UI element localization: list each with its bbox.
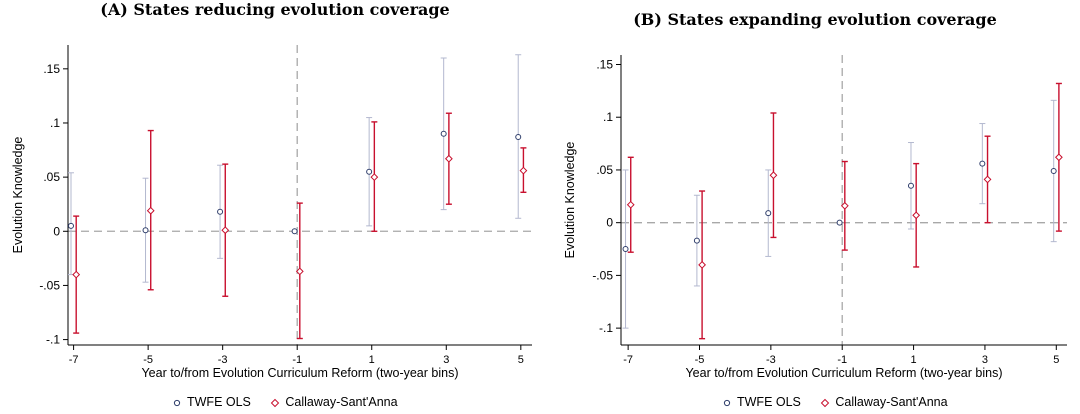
y-tick-label: 0 (53, 224, 60, 238)
point-marker (983, 175, 992, 184)
diamond-marker-icon (271, 398, 280, 407)
x-tick-label: -7 (623, 354, 633, 366)
y-tick-label: -.05 (39, 278, 60, 292)
circle-marker-icon (723, 399, 731, 406)
y-tick-label: 0 (606, 216, 613, 230)
x-tick-label: 1 (911, 354, 917, 366)
legend-label: Callaway-Sant'Anna (835, 395, 948, 409)
x-tick-label: 1 (369, 354, 375, 366)
y-tick-label: -.1 (46, 333, 60, 347)
point-marker (519, 166, 528, 175)
x-tick-label: -5 (695, 354, 705, 366)
point-marker (515, 134, 522, 141)
point-marker (765, 210, 772, 217)
point-marker (698, 260, 707, 269)
panel-title: (B) States expanding evolution coverage (633, 10, 997, 29)
x-tick-label: 3 (982, 354, 988, 366)
series-twfe (67, 54, 522, 283)
point-marker (840, 201, 849, 210)
y-tick-label: .1 (603, 110, 613, 124)
x-tick-label: -3 (218, 354, 228, 366)
y-tick-label: .15 (596, 57, 613, 71)
point-marker (836, 219, 843, 226)
x-tick-label: -1 (292, 354, 302, 366)
x-tick-label: 3 (443, 354, 449, 366)
point-marker (979, 160, 986, 167)
x-tick-label: 5 (1053, 354, 1059, 366)
diamond-marker-icon (821, 398, 830, 407)
point-marker (440, 130, 447, 137)
y-axis-label: Evolution Knowledge (563, 142, 577, 259)
point-marker (907, 182, 914, 189)
legend-item-twfe: TWFE OLS (172, 395, 251, 409)
y-tick-label: .05 (596, 163, 613, 177)
x-axis-label: Year to/from Evolution Curriculum Reform… (141, 366, 458, 380)
y-tick-label: .15 (43, 62, 60, 76)
circle-marker-icon (173, 399, 181, 406)
y-tick-label: .1 (50, 116, 60, 130)
panel-b: (B) States expanding evolution coverage … (550, 0, 1080, 414)
x-tick-label: -1 (837, 354, 847, 366)
x-tick-label: -7 (69, 354, 79, 366)
legend-label: Callaway-Sant'Anna (285, 395, 398, 409)
point-marker (221, 226, 230, 235)
point-marker (72, 270, 81, 279)
point-marker (370, 173, 379, 182)
point-marker (142, 227, 149, 234)
y-tick-label: -.05 (592, 268, 613, 282)
legend: TWFE OLS Callaway-Sant'Anna (722, 395, 964, 409)
point-marker (146, 206, 155, 215)
y-axis-label: Evolution Knowledge (11, 137, 25, 254)
x-tick-label: 5 (518, 354, 524, 366)
x-axis-label: Year to/from Evolution Curriculum Reform… (685, 366, 1002, 380)
point-marker (622, 246, 629, 253)
y-tick-label: .05 (43, 170, 60, 184)
point-marker (912, 211, 921, 220)
point-marker (1050, 168, 1057, 174)
series-callaway (72, 112, 528, 340)
panel-a: (A) States reducing evolution coverage -… (11, 0, 532, 409)
chart-b: -.1 -.05 0 .05 .1 .15 -7 -5 -3 -1 1 3 5 Year to/from … (563, 55, 1067, 380)
point-marker (67, 222, 74, 229)
x-tick-label: -5 (143, 354, 153, 366)
x-tick-label: -3 (766, 354, 776, 366)
legend: TWFE OLS Callaway-Sant'Anna (172, 395, 414, 409)
chart-a: -.1 -.05 0 .05 .1 .15 -7 -5 -3 -1 1 3 5 Year to/from … (11, 45, 532, 380)
panel-title: (A) States reducing evolution coverage (100, 0, 450, 19)
point-marker (366, 168, 373, 175)
point-marker (693, 237, 700, 244)
point-marker (444, 154, 453, 163)
legend-item-cs: Callaway-Sant'Anna (270, 395, 398, 409)
legend-item-twfe: TWFE OLS (722, 395, 801, 409)
point-marker (295, 267, 304, 276)
y-tick-label: -.1 (599, 321, 613, 335)
legend-label: TWFE OLS (737, 395, 801, 409)
point-marker (769, 171, 778, 180)
series-twfe (622, 99, 1057, 329)
point-marker (217, 208, 224, 215)
point-marker (626, 200, 635, 209)
point-marker (291, 228, 298, 235)
point-marker (1054, 153, 1063, 162)
series-callaway (626, 82, 1063, 340)
legend-label: TWFE OLS (187, 395, 251, 409)
legend-item-cs: Callaway-Sant'Anna (820, 395, 948, 409)
